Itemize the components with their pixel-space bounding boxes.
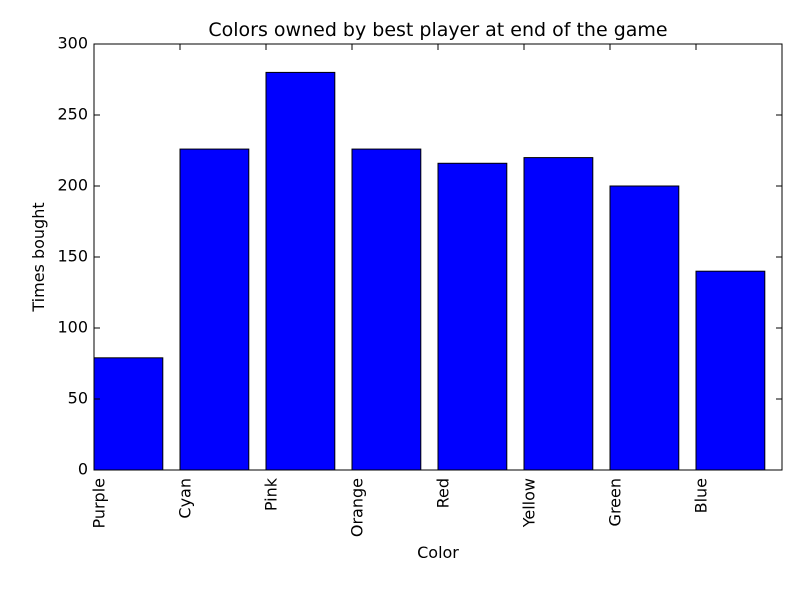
bar-blue — [695, 270, 766, 471]
plot-frame — [93, 43, 783, 471]
bar-purple — [93, 357, 164, 471]
x-tick-label: Orange — [348, 478, 367, 537]
bars-layer — [93, 71, 766, 471]
bar-yellow — [523, 157, 594, 471]
x-tick-label: Green — [606, 478, 625, 526]
bar-pink — [265, 71, 336, 471]
y-tick-label: 250 — [57, 105, 88, 124]
y-tick-label: 300 — [57, 34, 88, 53]
x-tick-label: Blue — [692, 478, 711, 513]
y-tick-label: 100 — [57, 318, 88, 337]
x-tick-label: Red — [434, 478, 453, 508]
y-tick-label: 200 — [57, 176, 88, 195]
y-tick-label: 0 — [78, 460, 88, 479]
x-tick-label: Yellow — [520, 478, 539, 528]
x-axis-label: Color — [417, 543, 459, 562]
y-axis-label: Times bought — [29, 202, 48, 312]
x-tick-label: Pink — [262, 477, 281, 511]
bar-red — [437, 162, 508, 471]
bar-orange — [351, 148, 422, 471]
bar-cyan — [179, 148, 250, 471]
ticks-layer: Purple Cyan Pink Orange Red Yellow Green Blue 0 5… — [57, 34, 782, 537]
y-tick-label: 50 — [68, 389, 88, 408]
bar-green — [609, 185, 680, 471]
y-tick-label: 150 — [57, 247, 88, 266]
chart-title: Colors owned by best player at end of th… — [208, 19, 667, 41]
x-tick-label: Cyan — [176, 478, 195, 519]
x-tick-label: Purple — [90, 478, 109, 529]
